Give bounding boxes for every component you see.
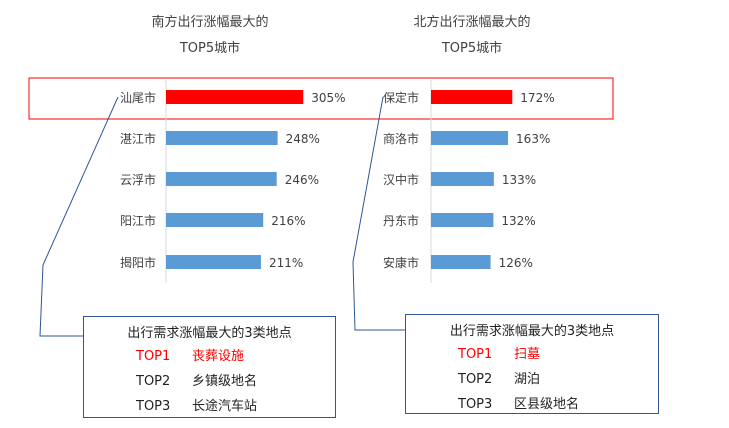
south-callout-box: 出行需求涨幅最大的3类地点 TOP1 丧葬设施 TOP2 乡镇级地名 TOP3 … [83, 316, 336, 418]
north-rank: TOP2 [458, 372, 493, 387]
north-box-row: TOP1 扫墓 [406, 342, 658, 367]
north-bar [431, 213, 494, 227]
north-value-label: 133% [502, 173, 536, 187]
north-category-label: 安康市 [383, 255, 419, 270]
south-title-line-1: 南方出行涨幅最大的 [151, 15, 269, 30]
north-callout-line [352, 96, 405, 331]
south-bar [166, 172, 277, 186]
north-rank: TOP3 [458, 397, 493, 412]
north-value-label: 163% [516, 132, 550, 146]
north-callout-box: 出行需求涨幅最大的3类地点 TOP1 扫墓 TOP2 湖泊 TOP3 区县级地名 [405, 314, 659, 414]
north-value-label: 132% [501, 214, 535, 228]
north-rank: TOP1 [458, 347, 493, 362]
north-category-label: 汉中市 [383, 172, 419, 187]
south-place: 乡镇级地名 [192, 374, 258, 389]
south-rank: TOP1 [136, 349, 171, 364]
south-box-row: TOP1 丧葬设施 [84, 344, 335, 369]
south-category-label: 云浮市 [120, 172, 156, 187]
south-category-label: 汕尾市 [120, 90, 156, 105]
north-value-label: 126% [499, 256, 533, 270]
north-category-label: 商洛市 [383, 131, 419, 146]
south-value-label: 305% [311, 91, 345, 105]
south-rank: TOP3 [136, 399, 171, 414]
north-category-label: 保定市 [383, 90, 419, 105]
south-rank: TOP2 [136, 374, 171, 389]
south-category-label: 湛江市 [120, 131, 156, 146]
south-bar [166, 213, 264, 227]
south-title-line-2: TOP5城市 [179, 41, 241, 56]
north-bar [431, 255, 491, 269]
north-value-label: 172% [520, 91, 554, 105]
north-place: 区县级地名 [514, 397, 580, 412]
south-bar [166, 255, 261, 269]
south-category-label: 阳江市 [120, 213, 156, 228]
north-box-row: TOP3 区县级地名 [406, 392, 658, 417]
north-place: 扫墓 [514, 347, 541, 362]
south-box-row: TOP3 长途汽车站 [84, 394, 335, 419]
south-chart-title: 南方出行涨幅最大的 TOP5城市 [100, 10, 320, 62]
north-bar [431, 172, 494, 186]
south-value-label: 246% [285, 173, 319, 187]
south-place: 长途汽车站 [192, 399, 258, 414]
north-bar [431, 90, 513, 104]
north-chart-title: 北方出行涨幅最大的 TOP5城市 [362, 10, 582, 62]
south-bar [166, 90, 304, 104]
south-category-label: 揭阳市 [120, 255, 156, 270]
south-value-label: 216% [271, 214, 305, 228]
north-box-row: TOP2 湖泊 [406, 367, 658, 392]
south-value-label: 211% [269, 256, 303, 270]
top-row-highlight-frame [28, 77, 614, 120]
north-title-line-1: 北方出行涨幅最大的 [413, 15, 531, 30]
north-bar [431, 131, 509, 145]
south-box-title: 出行需求涨幅最大的3类地点 [127, 326, 292, 341]
south-place: 丧葬设施 [192, 349, 245, 364]
north-place: 湖泊 [514, 372, 541, 387]
south-box-row: TOP2 乡镇级地名 [84, 369, 335, 394]
south-value-label: 248% [286, 132, 320, 146]
north-category-label: 丹东市 [383, 213, 419, 228]
north-title-line-2: TOP5城市 [441, 41, 503, 56]
south-bar [166, 131, 278, 145]
south-callout-line [39, 96, 119, 337]
north-box-title: 出行需求涨幅最大的3类地点 [449, 324, 615, 339]
